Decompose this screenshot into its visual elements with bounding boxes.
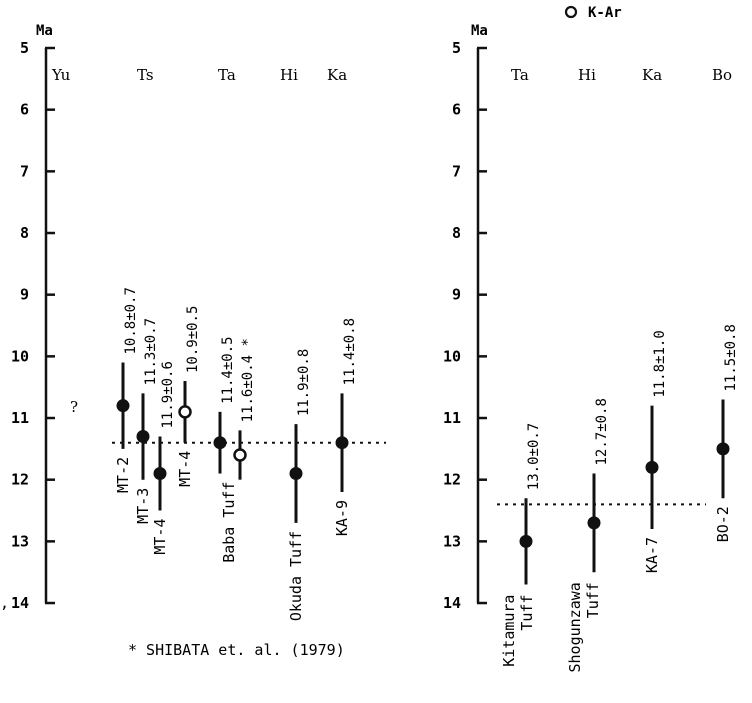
age-label: 12.7±0.8 <box>594 398 610 465</box>
data-point-filled <box>519 534 533 548</box>
sample-label: MT-2 <box>114 457 132 493</box>
sample-label: MT-4 <box>176 451 194 487</box>
data-point-filled <box>587 516 601 530</box>
question-mark: ? <box>70 398 78 416</box>
sample-label: Baba Tuff <box>220 482 238 563</box>
age-label: 11.8±1.0 <box>652 330 668 397</box>
data-point-filled <box>213 436 227 450</box>
age-label: 11.3±0.7 <box>143 318 159 385</box>
y-tick-label: 11 <box>443 409 461 427</box>
y-tick-label: 6 <box>20 101 29 119</box>
sample-label: MT-4 <box>151 519 169 555</box>
footnote: * SHIBATA et. al. (1979) <box>128 641 345 659</box>
y-tick-label: 8 <box>452 224 461 242</box>
y-tick-label: 7 <box>452 162 461 180</box>
right-panel: K-Ar Ma 5 6 7 8 9 10 11 12 13 14 Ta Hi Ka Bo 13.0… <box>443 5 739 673</box>
y-tick-label: 9 <box>452 286 461 304</box>
right-y-unit: Ma <box>471 23 488 39</box>
sample-label: MT-3 <box>134 488 152 524</box>
sample-label: Tuff <box>584 582 602 618</box>
left-data-marks: 10.8±0.7 MT-2 11.3±0.7 MT-3 11.9±0.6 MT-4 10.9… <box>114 287 358 621</box>
age-label: 11.5±0.8 <box>723 324 739 391</box>
sample-label: BO-2 <box>714 506 732 542</box>
data-point-filled <box>335 436 349 450</box>
y-tick-label: 13 <box>11 532 29 550</box>
data-point-open <box>178 405 192 419</box>
data-point-open <box>233 448 247 462</box>
right-y-ticks: 5 6 7 8 9 10 11 12 13 14 <box>443 39 487 612</box>
y-tick-label: 9 <box>20 286 29 304</box>
right-group-bo: Bo <box>712 66 732 84</box>
left-group-hi: Hi <box>280 66 298 84</box>
y-tick-label: 7 <box>20 162 29 180</box>
y-tick-label: 6 <box>452 101 461 119</box>
right-group-ka: Ka <box>642 66 662 84</box>
age-label: 11.9±0.8 <box>296 349 312 416</box>
legend-open-circle-marker <box>564 5 578 19</box>
left-group-ts: Ts <box>137 66 154 84</box>
data-point-filled <box>153 467 167 481</box>
y-tick-label: 11 <box>11 409 29 427</box>
y-tick-label: 8 <box>20 224 29 242</box>
y-tick-label: 5 <box>452 39 461 57</box>
left-y-unit: Ma <box>36 23 53 39</box>
age-label: 10.8±0.7 <box>123 287 139 354</box>
y-tick-label: 10 <box>443 347 461 365</box>
left-group-yu: Yu <box>51 66 71 84</box>
data-point-filled <box>116 399 130 413</box>
sample-label: Kitamura <box>500 595 518 667</box>
right-group-hi: Hi <box>578 66 596 84</box>
age-label: 13.0±0.7 <box>526 423 542 490</box>
sample-label: Tuff <box>518 595 536 631</box>
age-label: 11.6±0.4 * <box>240 338 256 422</box>
age-label: 11.4±0.5 <box>220 336 236 403</box>
age-label: 10.9±0.5 <box>185 306 201 373</box>
data-point-filled <box>645 460 659 474</box>
left-y-ticks: 5 6 7 8 9 10 11 12 13 14 <box>11 39 55 612</box>
y-tick-label: 10 <box>11 347 29 365</box>
age-label: 11.4±0.8 <box>342 318 358 385</box>
data-point-filled <box>136 430 150 444</box>
left-group-ka: Ka <box>327 66 347 84</box>
age-label: 11.9±0.6 <box>160 361 176 428</box>
y-tick-label: 5 <box>20 39 29 57</box>
y-tick-label: 14 <box>443 594 461 612</box>
y-tick-label: 13 <box>443 532 461 550</box>
sample-label: KA-9 <box>333 500 351 536</box>
left-margin-mark: , <box>0 594 9 612</box>
y-tick-label: 14 <box>11 594 29 612</box>
y-tick-label: 12 <box>443 471 461 489</box>
data-point-filled <box>716 442 730 456</box>
sample-label: Shogunzawa <box>566 582 584 672</box>
left-panel: Ma 5 6 7 8 9 10 11 12 13 14 Yu Ts Ta Hi Ka ? 10.8… <box>0 23 386 659</box>
data-point-filled <box>289 467 303 481</box>
sample-label: Okuda Tuff <box>287 531 305 621</box>
sample-label: KA-7 <box>643 537 661 573</box>
left-group-ta: Ta <box>218 66 236 84</box>
legend-label: K-Ar <box>588 5 622 21</box>
y-tick-label: 12 <box>11 471 29 489</box>
right-group-ta: Ta <box>511 66 529 84</box>
